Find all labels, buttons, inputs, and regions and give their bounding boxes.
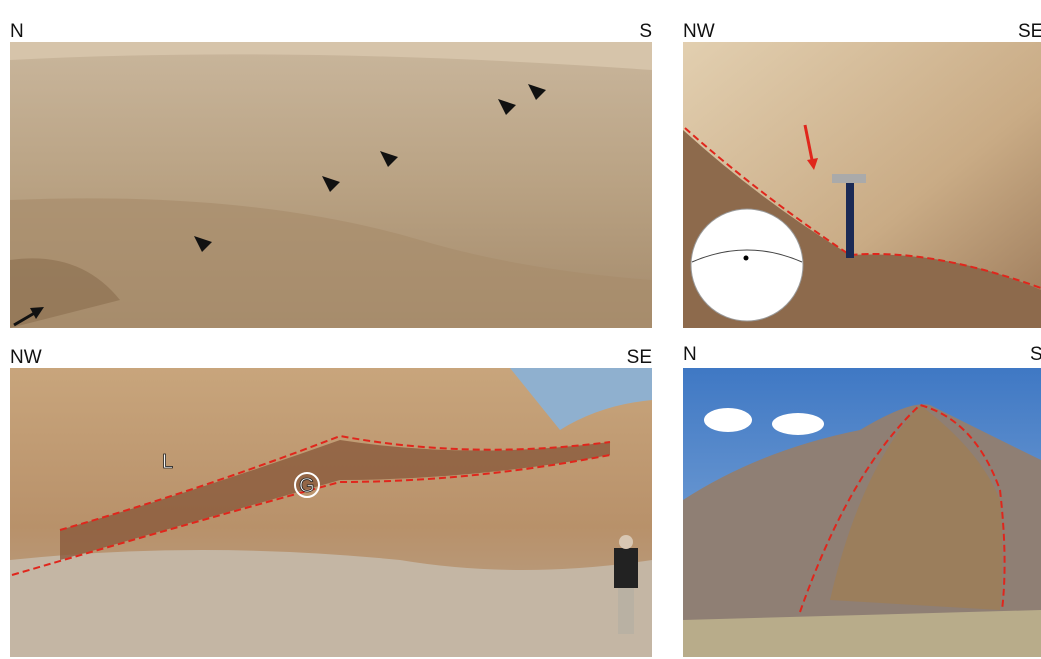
photo-panel-a: N S	[10, 21, 652, 328]
orientation-label: SE	[627, 347, 652, 368]
orientation-label: S	[1030, 344, 1041, 365]
person	[614, 548, 638, 588]
orientation-label: SE	[1018, 21, 1041, 42]
ridge	[10, 42, 652, 70]
fault-trace	[59, 434, 611, 531]
photo-panel-d: N S	[683, 344, 1041, 657]
orientation-label: NW	[10, 347, 42, 368]
great-circle	[691, 249, 803, 263]
photo-panel-c: L G NW SE	[10, 347, 652, 657]
annotation: L	[162, 451, 173, 473]
orientation-label: S	[639, 21, 652, 42]
pole	[743, 255, 749, 261]
stereonet	[690, 208, 804, 322]
fault-trace	[11, 454, 611, 576]
hammer-head	[832, 174, 866, 183]
orientation-label: NW	[683, 21, 715, 42]
orientation-label: N	[683, 344, 697, 365]
ground	[683, 610, 1041, 657]
person-head	[619, 535, 633, 549]
hammer-handle	[846, 180, 854, 258]
annotation-circle	[294, 472, 320, 498]
person-legs	[618, 588, 634, 634]
fault-trace	[799, 403, 1006, 613]
annotation: G	[299, 475, 315, 497]
arrow	[803, 124, 814, 161]
slope	[10, 198, 652, 328]
sky	[510, 368, 652, 430]
cloud	[772, 413, 824, 435]
photo-panel-b: NW SE	[683, 21, 1041, 328]
outcrop	[830, 405, 1003, 610]
arrow-head	[807, 158, 818, 170]
arrow-head	[30, 307, 44, 319]
gouge-zone	[60, 440, 610, 560]
fault-trace	[684, 127, 1041, 289]
scree	[10, 550, 652, 657]
orientation-label: N	[10, 21, 24, 42]
cloud	[704, 408, 752, 432]
arrowheads	[194, 84, 546, 252]
